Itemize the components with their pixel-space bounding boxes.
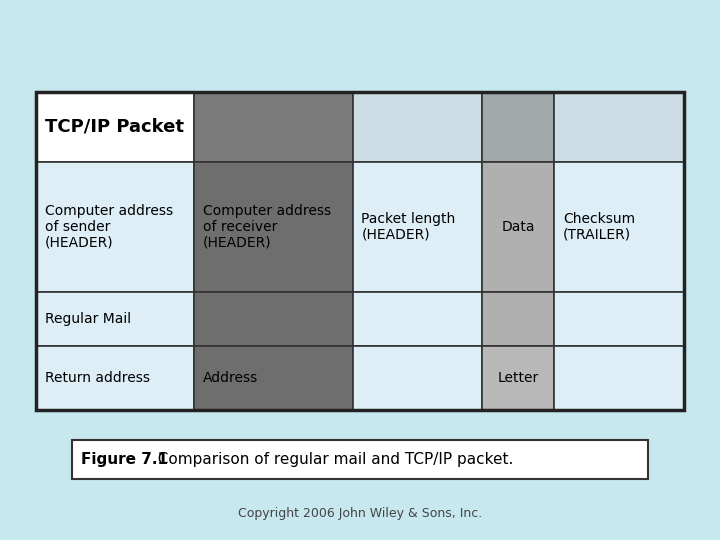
Text: Regular Mail: Regular Mail (45, 312, 131, 326)
Text: Packet length
(HEADER): Packet length (HEADER) (361, 212, 456, 242)
FancyBboxPatch shape (353, 292, 482, 346)
FancyBboxPatch shape (353, 92, 482, 162)
FancyBboxPatch shape (36, 92, 194, 162)
Text: Computer address
of sender
(HEADER): Computer address of sender (HEADER) (45, 204, 173, 250)
FancyBboxPatch shape (482, 292, 554, 346)
FancyBboxPatch shape (36, 162, 194, 292)
FancyBboxPatch shape (72, 440, 648, 479)
FancyBboxPatch shape (36, 346, 194, 410)
FancyBboxPatch shape (194, 346, 353, 410)
Text: Figure 7.1: Figure 7.1 (81, 452, 168, 467)
FancyBboxPatch shape (482, 162, 554, 292)
Text: Return address: Return address (45, 371, 150, 385)
FancyBboxPatch shape (353, 346, 482, 410)
FancyBboxPatch shape (554, 346, 684, 410)
FancyBboxPatch shape (554, 292, 684, 346)
FancyBboxPatch shape (482, 92, 554, 162)
Text: Computer address
of receiver
(HEADER): Computer address of receiver (HEADER) (203, 204, 331, 250)
Text: Data: Data (502, 220, 535, 234)
FancyBboxPatch shape (194, 162, 353, 292)
FancyBboxPatch shape (482, 346, 554, 410)
Text: Letter: Letter (498, 371, 539, 385)
Text: Address: Address (203, 371, 258, 385)
Text: TCP/IP Packet: TCP/IP Packet (45, 118, 184, 136)
FancyBboxPatch shape (554, 92, 684, 162)
Text: Checksum
(TRAILER): Checksum (TRAILER) (563, 212, 635, 242)
FancyBboxPatch shape (353, 162, 482, 292)
FancyBboxPatch shape (554, 162, 684, 292)
FancyBboxPatch shape (36, 292, 194, 346)
Text: Comparison of regular mail and TCP/IP packet.: Comparison of regular mail and TCP/IP pa… (148, 452, 513, 467)
FancyBboxPatch shape (194, 292, 353, 346)
FancyBboxPatch shape (194, 92, 353, 162)
Text: Copyright 2006 John Wiley & Sons, Inc.: Copyright 2006 John Wiley & Sons, Inc. (238, 507, 482, 519)
